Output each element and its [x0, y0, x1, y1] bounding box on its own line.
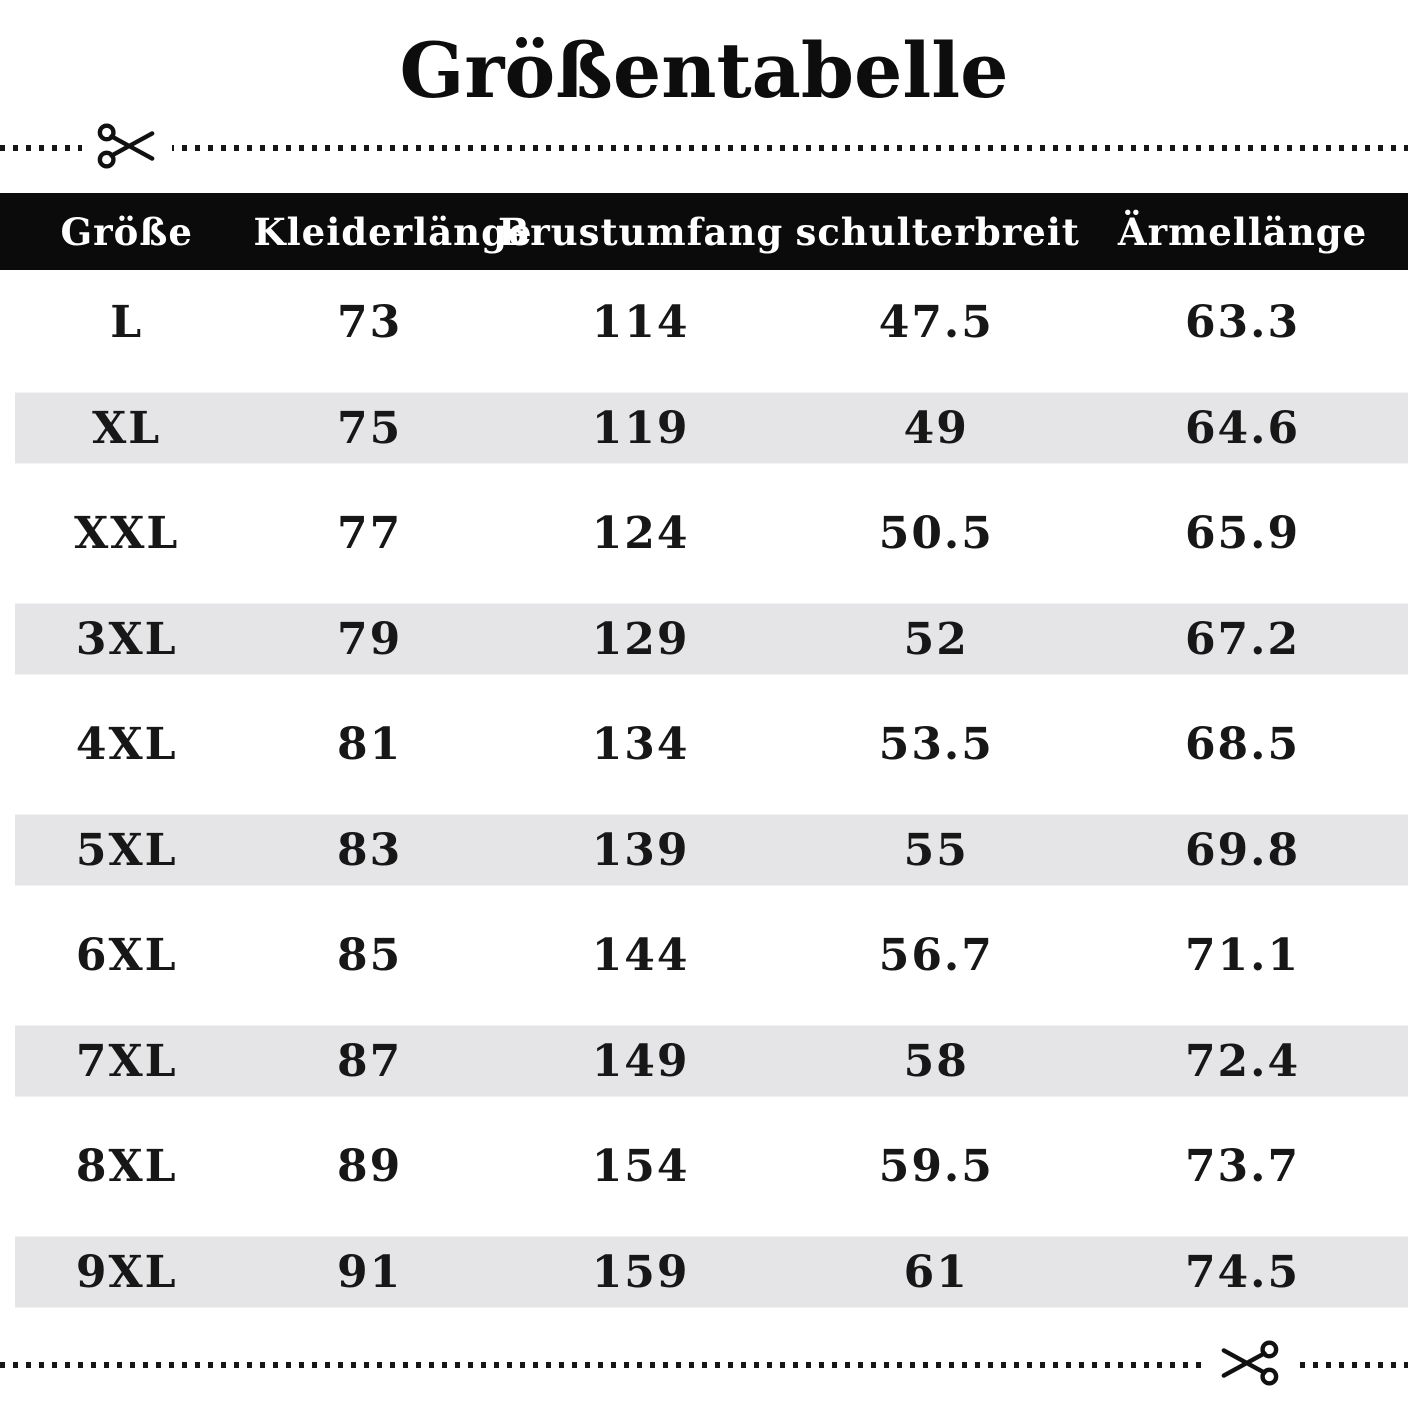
table-row: 8XL 89 154 59.5 73.7	[0, 1114, 1408, 1220]
table-cell: 85	[336, 930, 403, 982]
table-cell: 73	[336, 297, 403, 349]
table-cell: 144	[591, 930, 690, 982]
table-row: L 73 114 47.5 63.3	[0, 270, 1408, 376]
table-cell: 53.5	[878, 719, 994, 771]
table-cell: 124	[591, 508, 690, 560]
scissors-icon-flipped	[1204, 1339, 1294, 1387]
cut-line-bottom	[0, 1337, 1408, 1393]
table-cell: 8XL	[75, 1141, 178, 1193]
table-cell: 55	[903, 824, 969, 876]
table-cell: 3XL	[75, 613, 178, 665]
table-cell: 4XL	[75, 719, 178, 771]
table-cell: 73.7	[1184, 1141, 1301, 1193]
table-cell: 47.5	[878, 297, 994, 349]
table-cell: 64.6	[1184, 402, 1301, 454]
table-header: Größe Kleiderlänge Brustumfang schulterb…	[0, 193, 1408, 270]
table-cell: 49	[903, 402, 969, 454]
table-cell: 81	[336, 719, 403, 771]
table-cell: 6XL	[75, 930, 178, 982]
table-cell: 68.5	[1184, 719, 1301, 771]
column-header-chest: Brustumfang	[497, 209, 784, 254]
table-row: 6XL 85 144 56.7 71.1	[0, 903, 1408, 1009]
cut-line-top	[0, 120, 1408, 176]
table-cell: 159	[591, 1246, 690, 1298]
table-cell: 114	[591, 297, 690, 349]
table-cell: 119	[591, 402, 690, 454]
table-cell: 83	[336, 824, 403, 876]
dotted-line	[0, 1362, 1408, 1368]
table-cell: 77	[336, 508, 403, 560]
table-cell: 71.1	[1184, 930, 1301, 982]
table-cell: XXL	[74, 508, 180, 560]
table-cell: 91	[336, 1246, 403, 1298]
table-cell: 75	[336, 402, 403, 454]
table-cell: 139	[591, 824, 690, 876]
column-header-sleeve: Ärmellänge	[1117, 209, 1368, 254]
column-header-size: Größe	[60, 209, 193, 254]
column-header-shoulder: schulterbreit	[795, 209, 1080, 254]
table-cell: 61	[903, 1246, 969, 1298]
table-body: L 73 114 47.5 63.3 XL 75 119 49 64.6 XXL…	[0, 270, 1408, 1325]
table-cell: 74.5	[1184, 1246, 1301, 1298]
column-header-dress-length: Kleiderlänge	[253, 209, 533, 254]
table-row: 3XL 79 129 52 67.2	[0, 587, 1408, 693]
table-cell: 134	[591, 719, 690, 771]
table-cell: 129	[591, 613, 690, 665]
table-cell: 52	[903, 613, 969, 665]
table-cell: 9XL	[75, 1246, 178, 1298]
table-cell: 87	[336, 1035, 403, 1087]
table-cell: 154	[591, 1141, 690, 1193]
table-cell: 149	[591, 1035, 690, 1087]
table-row: 4XL 81 134 53.5 68.5	[0, 692, 1408, 798]
table-cell: 63.3	[1184, 297, 1301, 349]
table-cell: 89	[336, 1141, 403, 1193]
table-cell: 50.5	[878, 508, 994, 560]
table-row: 9XL 91 159 61 74.5	[0, 1220, 1408, 1326]
table-cell: 65.9	[1184, 508, 1301, 560]
dotted-line	[0, 145, 1408, 151]
table-cell: 59.5	[878, 1141, 994, 1193]
table-cell: 72.4	[1184, 1035, 1301, 1087]
table-cell: 7XL	[75, 1035, 178, 1087]
table-row: XXL 77 124 50.5 65.9	[0, 481, 1408, 587]
table-cell: 58	[903, 1035, 969, 1087]
table-cell: 67.2	[1184, 613, 1301, 665]
table-row: 7XL 87 149 58 72.4	[0, 1009, 1408, 1115]
table-cell: 79	[336, 613, 403, 665]
table-row: 5XL 83 139 55 69.8	[0, 798, 1408, 904]
table-row: XL 75 119 49 64.6	[0, 376, 1408, 482]
table-cell: XL	[92, 402, 162, 454]
table-cell: 69.8	[1184, 824, 1301, 876]
table-cell: 56.7	[878, 930, 994, 982]
table-cell: L	[110, 297, 144, 349]
scissors-icon	[82, 122, 172, 170]
page-title: Größentabelle	[399, 26, 1009, 115]
table-cell: 5XL	[75, 824, 178, 876]
